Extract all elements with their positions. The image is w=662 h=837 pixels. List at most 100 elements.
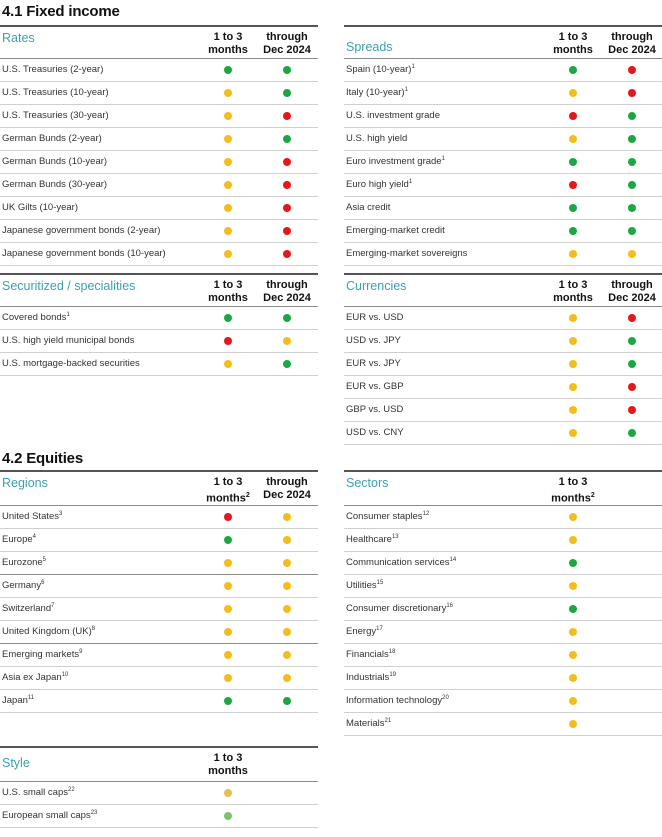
row-label-text: Euro high yield — [346, 179, 409, 191]
table-title: Currencies — [346, 279, 407, 293]
table-currencies: Currencies 1 to 3 months through Dec 2024 EUR… — [344, 273, 662, 445]
yellow-signal-dot — [224, 582, 232, 590]
row-label-text: Materials — [346, 718, 385, 730]
row-label: Consumer discretionary16 — [346, 603, 453, 614]
row-label-text: Communication services — [346, 557, 450, 569]
row-label-text: United States — [2, 511, 60, 523]
row-label-text: U.S. high yield municipal bonds — [2, 335, 135, 346]
yellow-signal-dot — [569, 651, 577, 659]
table-row: Emerging markets9 — [0, 644, 318, 667]
yellow-signal-dot — [224, 227, 232, 235]
green-signal-dot — [628, 135, 636, 143]
table-row: U.S. small caps22 — [0, 782, 318, 805]
header-line2: Dec 2024 — [263, 292, 311, 304]
row-label-text: Consumer staples — [346, 511, 423, 523]
green-signal-dot — [628, 112, 636, 120]
table-row: German Bunds (2-year) — [0, 128, 318, 151]
yellow-signal-dot — [569, 383, 577, 391]
footnote-marker: 1 — [404, 87, 408, 93]
row-label: Euro high yield1 — [346, 179, 412, 190]
row-label-text: Consumer discretionary — [346, 603, 447, 615]
yellow-signal-dot — [224, 135, 232, 143]
row-label-text: UK Gilts (10-year) — [2, 202, 79, 213]
green-signal-dot — [224, 697, 232, 705]
header-rule — [0, 505, 318, 506]
green-signal-dot — [224, 66, 232, 74]
green-signal-dot — [628, 429, 636, 437]
row-label-text: U.S. small caps — [2, 787, 68, 799]
header-line1: 1 to 3 — [213, 752, 243, 764]
row-label-text: U.S. Treasuries (10-year) — [2, 87, 109, 98]
table-row: Emerging-market credit — [344, 220, 662, 243]
green-signal-dot — [283, 89, 291, 97]
yellow-signal-dot — [283, 674, 291, 682]
row-label: Energy17 — [346, 626, 383, 637]
row-label-text: Japan — [2, 695, 28, 707]
yellow-signal-dot — [283, 582, 291, 590]
table-row: Materials21 — [344, 713, 662, 736]
table-row: European small caps23 — [0, 805, 318, 828]
table-row: Germany6 — [0, 575, 318, 598]
header-rule — [344, 306, 662, 307]
row-label: German Bunds (30-year) — [2, 179, 107, 190]
row-label-text: USD vs. JPY — [346, 335, 401, 346]
green-signal-dot — [628, 204, 636, 212]
table-row: Switzerland7 — [0, 598, 318, 621]
table-row: Energy17 — [344, 621, 662, 644]
row-label-text: Covered bonds — [2, 312, 67, 324]
yellow-signal-dot — [569, 536, 577, 544]
yellow-signal-dot — [569, 628, 577, 636]
footnote-marker: 21 — [384, 718, 392, 724]
green-signal-dot — [283, 360, 291, 368]
green-signal-dot — [569, 605, 577, 613]
yellow-signal-dot — [283, 559, 291, 567]
table-row: USD vs. JPY — [344, 330, 662, 353]
yellow-signal-dot — [224, 559, 232, 567]
header-through-dec-2024: through Dec 2024 — [252, 476, 322, 502]
yellow-signal-dot — [224, 628, 232, 636]
table-style: Style 1 to 3 months U.S. small caps22 Europe… — [0, 746, 318, 828]
footnote-marker: 15 — [376, 580, 384, 586]
table-row: Industrials19 — [344, 667, 662, 690]
row-label-text: USD vs. CNY — [346, 427, 404, 438]
header-line2: months — [206, 492, 246, 505]
yellow-signal-dot — [224, 250, 232, 258]
green-signal-dot — [628, 181, 636, 189]
yellow-signal-dot — [224, 89, 232, 97]
row-label: U.S. Treasuries (10-year) — [2, 87, 109, 98]
table-top-rule — [344, 273, 662, 275]
row-label: Emerging-market sovereigns — [346, 248, 467, 259]
footnote-marker: 7 — [51, 603, 55, 609]
yellow-signal-dot — [569, 135, 577, 143]
header-line2: months — [553, 292, 593, 304]
table-row: Europe4 — [0, 529, 318, 552]
row-label: Switzerland7 — [2, 603, 54, 614]
yellow-signal-dot — [224, 605, 232, 613]
green-signal-dot — [224, 314, 232, 322]
row-label-text: U.S. high yield — [346, 133, 408, 144]
row-label: German Bunds (2-year) — [2, 133, 102, 144]
yellow-signal-dot — [569, 360, 577, 368]
header-line1: 1 to 3 — [558, 279, 588, 291]
section-title-fixed-income: 4.1 Fixed income — [2, 3, 120, 20]
footnote-marker: 1 — [411, 64, 415, 70]
yellow-signal-dot — [283, 651, 291, 659]
footnote-marker: 17 — [376, 626, 383, 632]
row-label: Asia credit — [346, 202, 390, 213]
yellow-signal-dot — [224, 651, 232, 659]
row-label-text: EUR vs. USD — [346, 312, 404, 323]
table-row: German Bunds (30-year) — [0, 174, 318, 197]
header-through-dec-2024: through Dec 2024 — [597, 279, 662, 305]
green-signal-dot — [569, 204, 577, 212]
row-label-text: Utilities — [346, 580, 377, 592]
row-label: Consumer staples12 — [346, 511, 429, 522]
table-row: Covered bonds1 — [0, 307, 318, 330]
red-signal-dot — [283, 250, 291, 258]
red-signal-dot — [283, 181, 291, 189]
green-signal-dot — [283, 314, 291, 322]
row-label-text: Italy (10-year) — [346, 87, 405, 99]
footnote-marker: 9 — [79, 649, 83, 655]
table-row: U.S. Treasuries (30-year) — [0, 105, 318, 128]
yellow-signal-dot — [224, 360, 232, 368]
header-1-to-3-months: 1 to 3 months — [193, 279, 263, 305]
